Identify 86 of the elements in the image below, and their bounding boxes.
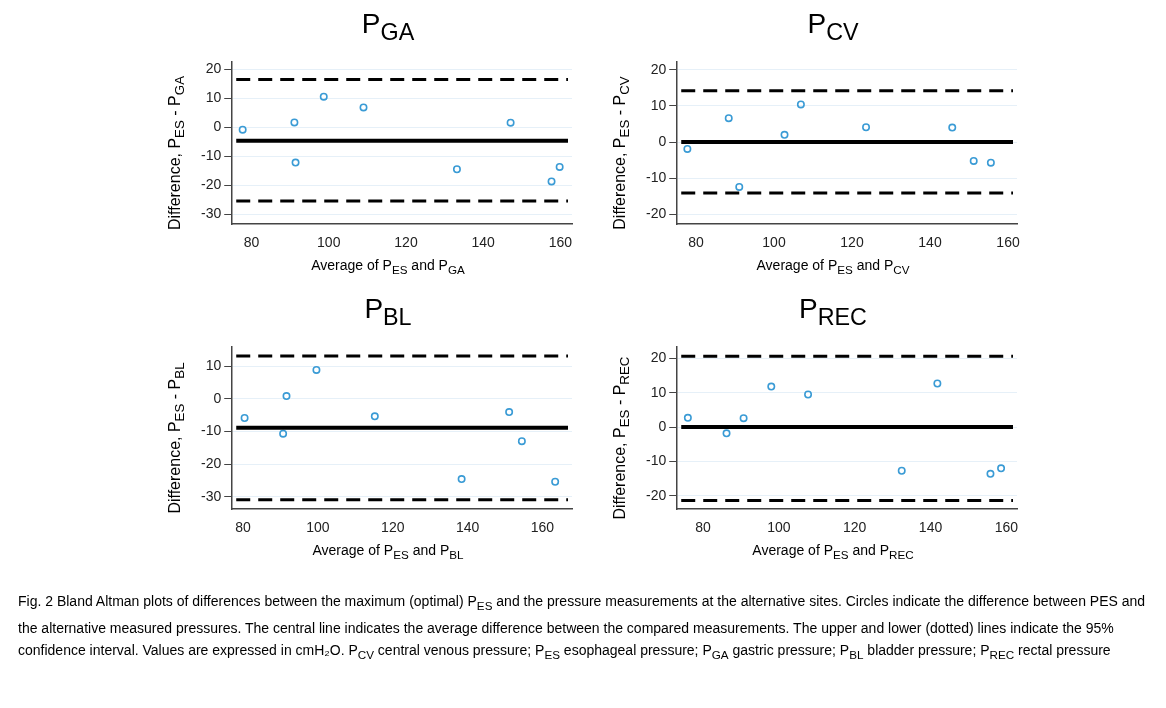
- point: [796, 100, 805, 109]
- point: [948, 123, 957, 132]
- x-axis-title: Average of P$_{ES}$ and P$_{BL}$: [311, 542, 465, 561]
- point: [291, 158, 300, 167]
- point: [780, 130, 789, 139]
- y-tick-label: 10: [650, 383, 667, 400]
- point: [933, 379, 942, 388]
- point: [804, 390, 813, 399]
- x-axis-title: Average of P$_{ES}$ and P$_{GA}$: [310, 257, 466, 276]
- x-tick-label: 100: [762, 234, 786, 251]
- x-axis-title: Average of P$_{ES}$ and P$_{REC}$: [751, 542, 915, 561]
- point: [969, 156, 978, 165]
- x-tick-label: 120: [381, 519, 405, 536]
- y-tick-label: 20: [650, 349, 667, 366]
- point: [238, 125, 247, 134]
- y-tick-label: 10: [205, 89, 222, 106]
- point: [359, 103, 368, 112]
- y-tick-label: -30: [201, 487, 222, 504]
- point: [683, 413, 692, 422]
- x-tick-label: 100: [767, 519, 791, 536]
- point: [997, 464, 1006, 473]
- point: [862, 123, 871, 132]
- point: [240, 413, 249, 422]
- x-tick-label: 120: [394, 234, 418, 251]
- x-axis-title: Average of P$_{ES}$ and P$_{CV}$: [755, 257, 911, 276]
- point: [724, 114, 733, 123]
- point: [986, 469, 995, 478]
- point: [506, 118, 515, 127]
- x-tick-label: 160: [994, 519, 1019, 536]
- point: [986, 158, 995, 167]
- point: [897, 466, 906, 475]
- x-tick-label: 100: [306, 519, 330, 536]
- x-tick-label: 120: [843, 519, 867, 536]
- point: [312, 365, 321, 374]
- y-tick-label: -10: [646, 169, 667, 186]
- x-tick-label: 140: [918, 519, 943, 536]
- x-tick-label: 80: [688, 234, 704, 251]
- y-tick-label: -30: [201, 204, 222, 221]
- x-tick-label: 160: [530, 519, 555, 536]
- chart-title: P$_{GA}$: [360, 8, 416, 46]
- point: [505, 408, 514, 417]
- y-tick-label: -10: [201, 422, 222, 439]
- x-tick-label: 160: [548, 234, 573, 251]
- chart-title: P$_{CV}$: [806, 8, 860, 46]
- x-tick-label: 80: [235, 519, 252, 536]
- y-tick-label: 0: [213, 389, 222, 406]
- point: [452, 165, 461, 174]
- x-tick-label: 140: [918, 234, 942, 251]
- point: [370, 412, 379, 421]
- y-tick-label: 20: [650, 60, 667, 77]
- x-tick-label: 140: [471, 234, 496, 251]
- point: [279, 429, 288, 438]
- text: Fig. 2 Bland Altman plots of differences between the maximum (optimal) P$_{ES}$ and the pressure measurements at the alternative sites. Circles indicate the difference between PES and the alternative measured pressures. The central line indicates the average difference between the compared measurements. The upper and lower (dotted) lines indicate the 95% confidence interval. Values are expressed in cmH₂O. P$_{CV}$ central venous pressure; P$_{ES}$ esophageal pressure; P$_{GA}$ gastric pressure; P$_{BL}$ bladder pressure; P$_{REC}$ rectal pressure: [18, 593, 1146, 661]
- y-tick-label: -10: [646, 452, 667, 469]
- point: [551, 477, 560, 486]
- point: [735, 182, 744, 191]
- y-tick-label: -20: [646, 486, 667, 503]
- point: [319, 92, 328, 101]
- y-tick-label: -20: [201, 176, 222, 193]
- y-tick-label: 0: [658, 132, 667, 149]
- x-tick-label: 80: [243, 234, 260, 251]
- point: [767, 382, 776, 391]
- x-tick-label: 120: [840, 234, 864, 251]
- point: [290, 118, 299, 127]
- point: [555, 162, 564, 171]
- point: [457, 475, 466, 484]
- x-tick-label: 80: [695, 519, 712, 536]
- y-tick-label: -20: [201, 454, 222, 471]
- y-tick-label: 10: [650, 96, 667, 113]
- point: [683, 144, 692, 153]
- y-tick-label: 10: [205, 356, 222, 373]
- x-tick-label: 100: [317, 234, 341, 251]
- chart-title: P$_{REC}$: [798, 293, 868, 331]
- y-tick-label: 0: [658, 417, 667, 434]
- point: [547, 177, 556, 186]
- point: [722, 429, 731, 438]
- y-tick-label: -10: [201, 147, 222, 164]
- point: [282, 392, 291, 401]
- point: [739, 414, 748, 423]
- point: [517, 437, 526, 446]
- y-tick-label: -20: [646, 205, 667, 222]
- y-tick-label: 20: [205, 60, 222, 77]
- x-tick-label: 160: [996, 234, 1020, 251]
- chart-title: P$_{BL}$: [363, 293, 413, 331]
- y-tick-label: 0: [213, 118, 222, 135]
- x-tick-label: 140: [455, 519, 480, 536]
